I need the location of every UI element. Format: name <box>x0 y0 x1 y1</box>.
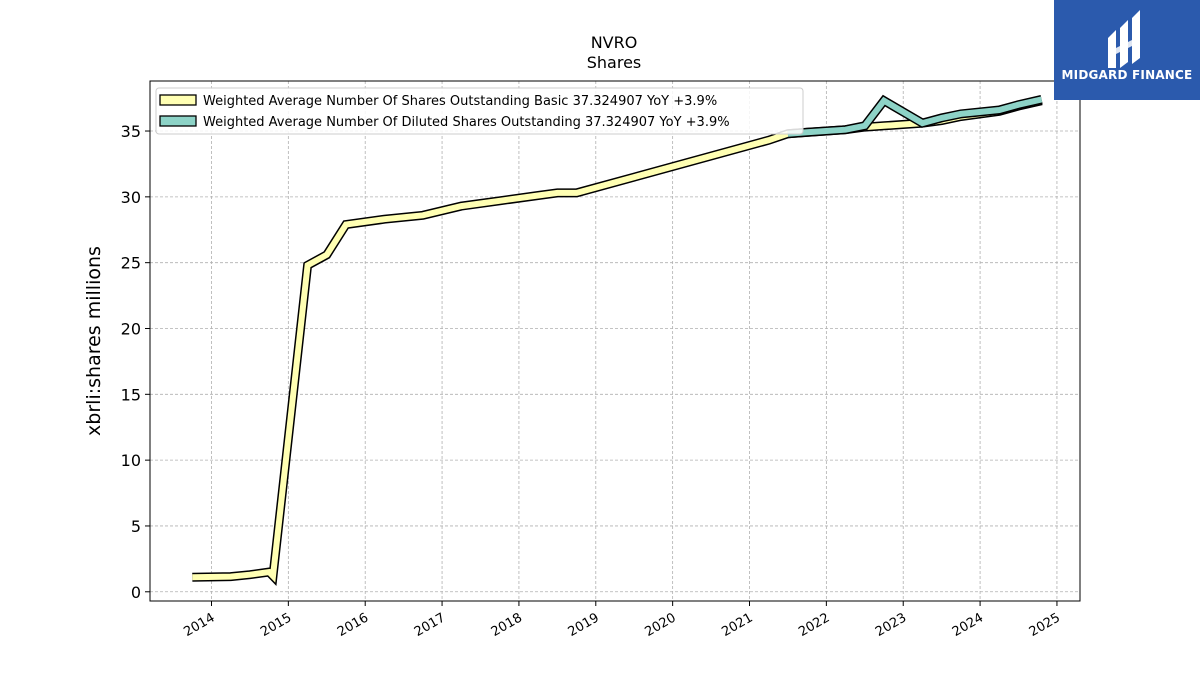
grid-lines <box>150 81 1080 601</box>
legend-swatch-diluted <box>159 115 197 127</box>
x-tick-label: 2014 <box>181 610 217 640</box>
x-tick-label: 2022 <box>796 610 832 640</box>
y-axis-label: xbrli:shares millions <box>83 246 105 436</box>
x-tick-label: 2023 <box>873 610 909 640</box>
x-tick-label: 2018 <box>489 610 525 640</box>
x-tick-label: 2025 <box>1027 610 1063 640</box>
x-axis: 2014 2015 2016 2017 2018 2019 2020 2021 2022 2023… <box>181 601 1063 640</box>
plot-frame <box>149 80 1081 602</box>
x-tick-label: 2020 <box>642 610 678 640</box>
y-tick-label: 30 <box>121 188 141 207</box>
chart-title: NVRO <box>591 33 638 52</box>
x-tick-label: 2024 <box>950 610 986 640</box>
y-tick-label: 0 <box>131 583 141 602</box>
legend-swatch-basic <box>159 94 197 106</box>
legend-box <box>155 87 804 135</box>
x-tick-label: 2015 <box>258 610 294 640</box>
logo-text: MIDGARD FINANCE <box>1061 68 1193 82</box>
series-line <box>192 97 1043 583</box>
y-axis: 0 5 10 15 20 25 30 35 <box>121 122 150 602</box>
midgard-logo-mark-icon <box>1108 10 1140 68</box>
chart-subtitle: Shares <box>587 53 642 72</box>
y-tick-label: 20 <box>121 319 141 338</box>
x-tick-label: 2017 <box>412 610 448 640</box>
series-0 <box>192 96 1043 586</box>
y-tick-label: 10 <box>121 451 141 470</box>
x-tick-label: 2016 <box>335 610 371 640</box>
x-tick-label: 2021 <box>719 610 755 640</box>
y-tick-label: 35 <box>121 122 141 141</box>
y-tick-label: 5 <box>131 517 141 536</box>
y-tick-label: 15 <box>121 385 141 404</box>
series-1 <box>787 94 1043 139</box>
legend: Weighted Average Number Of Shares Outsta… <box>155 87 804 135</box>
legend-label-basic: Weighted Average Number Of Shares Outsta… <box>203 94 717 109</box>
series-layer <box>192 94 1043 586</box>
y-tick-label: 25 <box>121 254 141 273</box>
series-line-outline <box>192 96 1043 586</box>
midgard-finance-logo: MIDGARD FINANCE <box>1054 0 1200 100</box>
x-tick-label: 2019 <box>566 610 602 640</box>
series-line <box>787 96 1043 137</box>
legend-label-diluted: Weighted Average Number Of Diluted Share… <box>203 115 730 130</box>
